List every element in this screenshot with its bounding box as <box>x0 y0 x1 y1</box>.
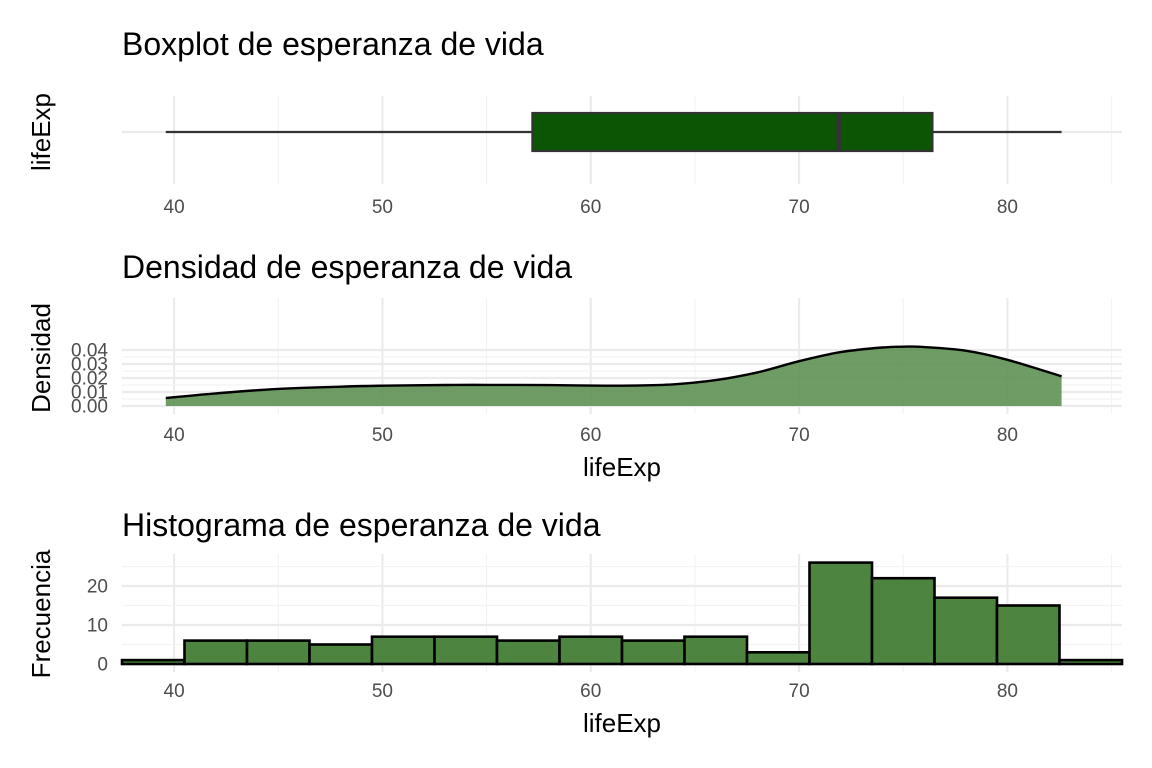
boxplot-x-ticks: 40 50 60 70 80 <box>164 197 1018 218</box>
histogram-x-tick-label: 40 <box>164 681 185 702</box>
density-y-tick-label: 0.02 <box>71 369 108 390</box>
histogram-title: Histograma de esperanza de vida <box>122 507 601 543</box>
density-marks <box>165 345 1062 406</box>
density-x-ticks: 40 50 60 70 80 <box>164 425 1018 446</box>
boxplot-marks <box>165 111 1062 153</box>
histogram-bar <box>870 576 936 666</box>
density-x-tick-label: 60 <box>580 425 601 446</box>
boxplot-y-axis-title: lifeExp <box>26 93 56 171</box>
boxplot-x-tick-label: 50 <box>372 197 393 218</box>
histogram-bar <box>245 639 311 666</box>
density-area <box>165 346 1062 406</box>
density-x-tick-label: 40 <box>164 425 185 446</box>
density-panel: Densidad de esperanza de vida Densidad l… <box>26 249 1122 482</box>
density-y-tick-label: 0.04 <box>71 341 108 362</box>
histogram-x-tick-label: 60 <box>580 681 601 702</box>
histogram-panel: Histograma de esperanza de vida Frecuenc… <box>26 507 1124 738</box>
density-y-tick-label: 0.00 <box>71 397 108 418</box>
boxplot-x-tick-label: 70 <box>789 197 810 218</box>
histogram-bar <box>495 639 561 666</box>
boxplot-x-tick-label: 40 <box>164 197 185 218</box>
histogram-bar <box>620 639 686 666</box>
histogram-y-tick-label: 10 <box>87 616 108 637</box>
histogram-bar <box>433 635 499 666</box>
density-x-axis-title: lifeExp <box>583 452 661 482</box>
histogram-bar <box>370 635 436 666</box>
boxplot-x-tick-label: 60 <box>580 197 601 218</box>
density-curve <box>165 345 1062 400</box>
histogram-y-tick-label: 0 <box>97 655 108 676</box>
histogram-bar <box>995 604 1061 666</box>
histogram-bar <box>1058 658 1124 666</box>
histogram-bar <box>745 650 811 666</box>
density-y-tick-label: 0.03 <box>71 355 108 376</box>
density-title: Densidad de esperanza de vida <box>122 249 572 285</box>
histogram-marks <box>120 561 1124 666</box>
boxplot-panel: Boxplot de esperanza de vida lifeExp 40 5… <box>26 26 1122 218</box>
histogram-x-ticks: 40 50 60 70 80 <box>164 681 1018 702</box>
histogram-bar <box>308 643 374 666</box>
density-x-tick-label: 80 <box>997 425 1018 446</box>
histogram-bar <box>558 635 624 666</box>
density-y-tick-label: 0.01 <box>71 383 108 404</box>
histogram-y-ticks: 0 10 20 <box>87 577 108 676</box>
density-y-axis-title: Densidad <box>26 303 56 413</box>
boxplot-title: Boxplot de esperanza de vida <box>122 26 544 62</box>
histogram-y-tick-label: 20 <box>87 577 108 598</box>
histogram-bar <box>183 639 249 666</box>
density-x-tick-label: 70 <box>789 425 810 446</box>
histogram-y-axis-title: Frecuencia <box>26 549 56 678</box>
histogram-bar <box>120 658 186 666</box>
density-x-tick-label: 50 <box>372 425 393 446</box>
boxplot-x-tick-label: 80 <box>997 197 1018 218</box>
histogram-bar <box>683 635 749 666</box>
histogram-x-tick-label: 80 <box>997 681 1018 702</box>
histogram-x-tick-label: 50 <box>372 681 393 702</box>
histogram-x-axis-title: lifeExp <box>583 708 661 738</box>
boxplot-box <box>531 111 934 153</box>
histogram-bar <box>808 561 874 666</box>
density-y-ticks: 0.000.010.020.030.04 <box>71 341 108 418</box>
histogram-bar <box>933 596 999 666</box>
histogram-x-tick-label: 70 <box>789 681 810 702</box>
